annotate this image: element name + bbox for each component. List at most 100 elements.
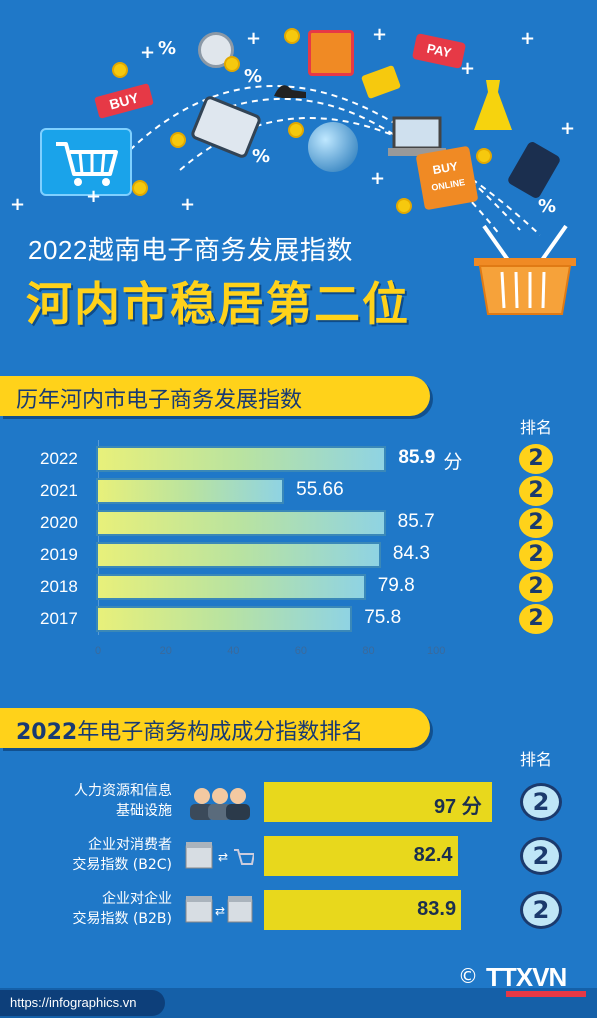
page-subtitle: 河内市稳居第二位: [26, 279, 410, 330]
component-label-line2: 交易指数 (B2C): [72, 857, 172, 873]
component-label-line1: 人力资源和信息: [74, 783, 172, 799]
plus-icon: +: [86, 186, 102, 207]
coin-icon: [476, 148, 492, 164]
store-to-cart-icon: ⇄: [184, 836, 256, 876]
section2-title-rest: 年电子商务构成成分指数排名: [77, 720, 364, 745]
year-label: 2021: [40, 481, 78, 500]
rank-header: 排名: [520, 418, 553, 437]
component-bar: [264, 782, 492, 822]
axis-tick-label: 80: [362, 645, 375, 657]
component-label-line2: 交易指数 (B2B): [72, 911, 173, 927]
component-label-line2: 基础设施: [116, 803, 172, 819]
component-label-line1: 企业对消费者: [88, 837, 172, 853]
plus-icon: +: [180, 194, 196, 215]
axis-baseline: [98, 440, 99, 635]
bag-label-online: ONLINE: [430, 177, 466, 193]
component-rank-badge: 2: [520, 837, 562, 875]
bar-value-label: 85.9: [398, 447, 436, 468]
coin-icon: [132, 180, 148, 196]
high-heel-icon: [272, 76, 310, 100]
coin-icon: [396, 198, 412, 214]
index-bar: [96, 574, 366, 600]
plus-icon: +: [520, 28, 536, 49]
axis-tick-label: 0: [95, 645, 102, 657]
year-label: 2017: [40, 609, 78, 628]
plus-icon: +: [560, 118, 576, 139]
coin-icon: [170, 132, 186, 148]
gift-box-icon: [308, 30, 354, 76]
index-bar: [96, 510, 386, 536]
component-value: 82.4: [413, 844, 453, 866]
component-value: 97 分: [433, 796, 482, 818]
page-title: 2022越南电子商务发展指数: [28, 235, 353, 265]
logo-underline: [506, 991, 586, 997]
coin-icon: [112, 62, 128, 78]
section2-title-year: 2022: [16, 720, 78, 745]
coin-icon: [288, 122, 304, 138]
rank-badge: 2: [519, 444, 553, 474]
ttxvn-logo: TTXVN: [486, 962, 567, 992]
component-value: 83.9: [417, 898, 457, 920]
bar-value-label: 79.8: [377, 575, 415, 596]
shopping-basket-icon: [472, 224, 578, 316]
axis-tick-label: 100: [427, 645, 446, 657]
rank-badge: 2: [519, 508, 553, 538]
rank-header-2: 排名: [520, 750, 553, 769]
people-icon: [184, 782, 254, 822]
index-bar: [96, 478, 285, 504]
bar-unit-label: 分: [443, 452, 463, 473]
svg-text:⇄: ⇄: [218, 850, 228, 864]
plus-icon: +: [460, 58, 476, 79]
bar-value-label: 55.66: [296, 479, 344, 500]
plus-icon: +: [10, 194, 26, 215]
axis-tick-label: 40: [227, 645, 240, 657]
plus-icon: +: [370, 168, 386, 189]
coin-icon: [284, 28, 300, 44]
bar-value-label: 85.7: [397, 511, 435, 532]
laptop-icon: [386, 116, 448, 160]
component-bar: [264, 890, 462, 930]
plus-icon: +: [246, 28, 262, 49]
year-label: 2020: [40, 513, 78, 532]
index-bar: [96, 446, 387, 472]
percent-icon: %: [158, 38, 177, 59]
component-rank-badge: 2: [520, 783, 562, 821]
plus-icon: +: [372, 24, 388, 45]
svg-text:⇄: ⇄: [215, 904, 225, 918]
store-to-store-icon: ⇄: [184, 890, 254, 930]
percent-icon: %: [252, 146, 271, 167]
rank-badge: 2: [519, 476, 553, 506]
year-label: 2022: [40, 449, 78, 468]
index-bar: [96, 542, 381, 568]
percent-icon: %: [538, 196, 557, 217]
section2-title: 2022年电子商务构成成分指数排名: [16, 714, 363, 746]
dress-icon: [470, 78, 516, 134]
bar-value-label: 75.8: [364, 607, 402, 628]
globe-icon: [308, 122, 358, 172]
percent-icon: %: [244, 66, 263, 87]
section2-banner: 2022年电子商务构成成分指数排名: [0, 708, 430, 748]
rank-badge: 2: [519, 540, 553, 570]
footer-url[interactable]: https://infographics.vn: [0, 990, 165, 1016]
component-rank-badge: 2: [520, 891, 562, 929]
component-label-line1: 企业对企业: [102, 891, 172, 907]
rank-badge: 2: [519, 604, 553, 634]
section1-title: 历年河内市电子商务发展指数: [16, 388, 303, 413]
shopping-bag-icon: BUY ONLINE: [415, 145, 479, 211]
coin-icon: [224, 56, 240, 72]
axis-tick-label: 20: [159, 645, 172, 657]
year-label: 2018: [40, 577, 78, 596]
copyright-symbol: ©: [458, 964, 478, 988]
axis-tick-label: 60: [294, 645, 308, 657]
shopping-cart-icon: [40, 128, 132, 196]
bag-label-buy: BUY: [431, 159, 459, 178]
plus-icon: +: [140, 42, 156, 63]
dashed-arcs-icon: [129, 85, 541, 236]
bar-value-label: 84.3: [392, 543, 430, 564]
index-bar: [96, 606, 353, 632]
year-label: 2019: [40, 545, 78, 564]
component-bar: [264, 836, 458, 876]
rank-badge: 2: [519, 572, 553, 602]
section1-banner: 历年河内市电子商务发展指数: [0, 376, 430, 416]
